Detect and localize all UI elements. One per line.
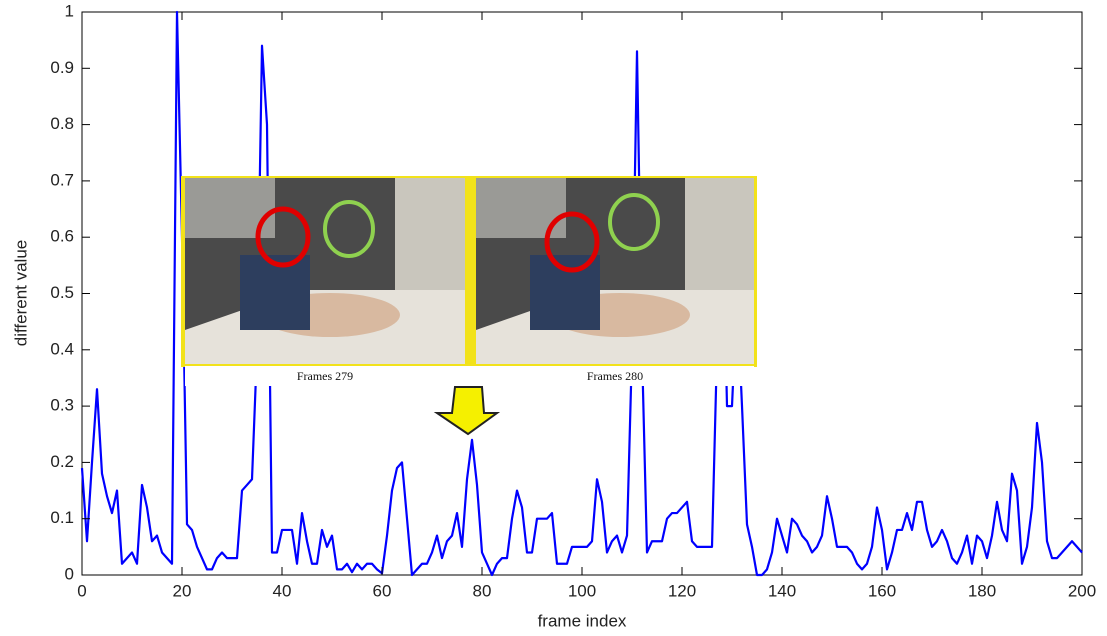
x-tick-label: 20 [173, 581, 192, 600]
green-circle [323, 200, 375, 258]
pointer-arrow [433, 386, 501, 436]
y-tick-label: 0 [65, 564, 74, 583]
photo-person [240, 255, 310, 330]
y-tick-label: 0.9 [50, 58, 74, 77]
x-tick-label: 160 [868, 581, 896, 600]
inset-images: Frames 279 Frames 280 [181, 176, 757, 386]
y-tick-label: 0.5 [50, 283, 74, 302]
y-tick-label: 0.6 [50, 227, 74, 246]
inset-caption: Frames 280 [587, 369, 643, 383]
y-tick-label: 0.4 [50, 339, 74, 358]
x-axis-label: frame index [538, 611, 627, 630]
green-circle [608, 193, 660, 251]
plot-area [80, 10, 1083, 577]
inset-caption: Frames 279 [297, 369, 353, 383]
y-tick-label: 0.1 [50, 508, 74, 527]
x-tick-label: 120 [668, 581, 696, 600]
x-tick-label: 60 [373, 581, 392, 600]
x-tick-label: 100 [568, 581, 596, 600]
photo-equipment [395, 178, 465, 298]
x-tick-label: 0 [77, 581, 86, 600]
y-tick-label: 1 [65, 1, 74, 20]
y-tick-label: 0.2 [50, 452, 74, 471]
y-tick-label: 0.8 [50, 114, 74, 133]
y-tick-label: 0.3 [50, 396, 74, 415]
y-tick-label: 0.7 [50, 170, 74, 189]
photo-equipment [685, 178, 754, 298]
red-circle [544, 211, 600, 273]
x-tick-label: 140 [768, 581, 796, 600]
y-axis-label: different value [11, 240, 30, 346]
x-tick-label: 40 [273, 581, 292, 600]
x-tick-label: 180 [968, 581, 996, 600]
red-circle [255, 206, 311, 268]
photo-person [530, 255, 600, 330]
x-tick-label: 80 [473, 581, 492, 600]
data-line [80, 10, 1083, 577]
x-tick-label: 200 [1068, 581, 1096, 600]
inset-photo [185, 178, 465, 364]
inset-photo [476, 178, 754, 364]
caption-bg [185, 366, 754, 386]
